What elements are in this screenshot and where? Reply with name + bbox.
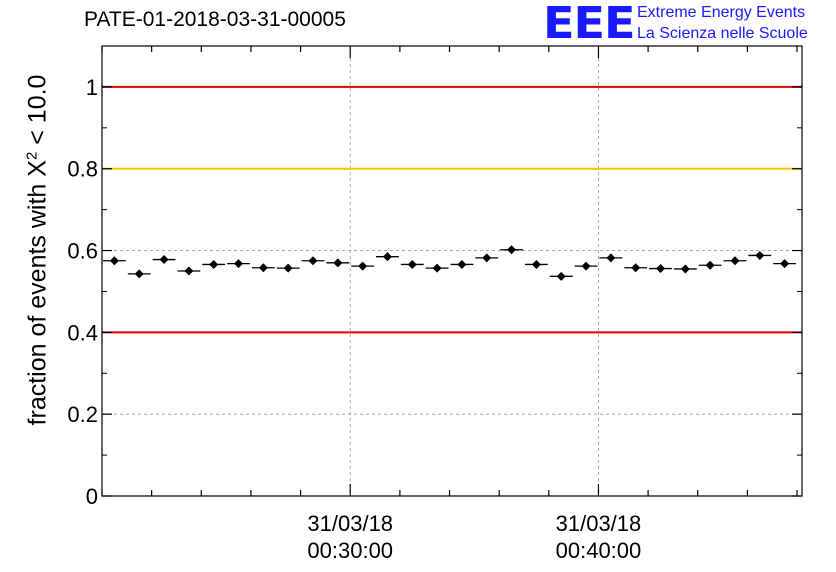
marker <box>556 271 566 281</box>
data-point-4 <box>202 259 226 269</box>
data-point-9 <box>326 258 350 268</box>
data-point-15 <box>475 253 499 263</box>
marker <box>631 263 641 273</box>
chart-title: PATE-01-2018-03-31-00005 <box>84 8 346 31</box>
marker <box>507 245 517 255</box>
marker <box>730 256 740 266</box>
data-point-21 <box>624 263 648 273</box>
marker <box>581 261 591 271</box>
y-tick-label-2: 0.4 <box>67 320 98 345</box>
marker <box>457 259 467 269</box>
marker <box>656 264 666 274</box>
grid-layer <box>102 46 802 496</box>
data-point-1 <box>127 269 151 279</box>
data-point-3 <box>177 266 201 276</box>
data-point-2 <box>152 255 176 265</box>
marker <box>109 256 119 266</box>
logo-line-1: Extreme Energy Events <box>637 4 806 21</box>
data-point-13 <box>425 263 449 273</box>
marker <box>755 250 765 260</box>
marker <box>159 255 169 265</box>
data-point-26 <box>748 250 772 260</box>
x-tick-label-time-0: 00:30:00 <box>307 538 393 563</box>
plot-frame <box>101 45 803 497</box>
data-point-14 <box>450 259 474 269</box>
data-point-6 <box>251 263 275 273</box>
data-point-7 <box>276 263 300 273</box>
marker <box>283 263 293 273</box>
y-tick-label-1: 0.2 <box>67 402 98 427</box>
data-point-19 <box>574 261 598 271</box>
data-point-16 <box>500 245 523 255</box>
x-tick-label-date-1: 31/03/18 <box>556 511 642 536</box>
marker <box>407 259 417 269</box>
data-point-22 <box>649 264 672 274</box>
y-tick-label-5: 1 <box>86 75 98 100</box>
axis-ticks <box>101 45 802 497</box>
marker <box>333 258 343 268</box>
data-point-18 <box>549 271 573 281</box>
marker <box>705 260 715 270</box>
marker <box>358 261 368 271</box>
marker <box>780 259 790 269</box>
x-tick-label-date-0: 31/03/18 <box>307 511 393 536</box>
data-point-11 <box>376 252 399 262</box>
marker <box>432 263 442 273</box>
data-points <box>103 245 797 281</box>
y-tick-label-4: 0.8 <box>67 157 98 182</box>
marker <box>258 263 268 273</box>
data-point-0 <box>103 256 126 266</box>
data-point-25 <box>723 256 747 266</box>
data-point-17 <box>524 259 548 269</box>
marker <box>606 253 616 263</box>
data-point-5 <box>227 259 250 269</box>
data-point-23 <box>673 264 697 274</box>
x-tick-label-time-1: 00:40:00 <box>556 538 642 563</box>
logo-line-2: La Scienza nelle Scuole <box>637 25 808 42</box>
data-point-24 <box>698 260 722 270</box>
data-point-20 <box>599 253 623 263</box>
marker <box>531 259 541 269</box>
marker <box>234 259 244 269</box>
data-point-10 <box>351 261 375 271</box>
data-point-12 <box>400 259 424 269</box>
marker <box>382 252 392 262</box>
y-tick-label-0: 0 <box>86 484 98 509</box>
marker <box>134 269 144 279</box>
marker <box>308 256 318 266</box>
data-point-27 <box>773 259 797 269</box>
reference-lines <box>102 85 802 334</box>
marker <box>482 253 492 263</box>
data-point-8 <box>301 256 325 266</box>
y-tick-label-3: 0.6 <box>67 239 98 264</box>
marker <box>680 264 690 274</box>
marker <box>184 266 194 276</box>
eee-logo: EEE <box>543 0 636 49</box>
marker <box>209 259 219 269</box>
